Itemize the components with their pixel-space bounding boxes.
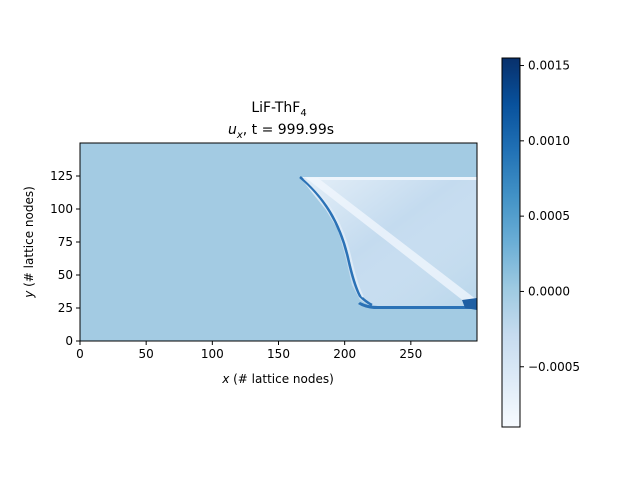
svg-text:ux, t = 999.99s: ux, t = 999.99s	[228, 122, 334, 141]
colorbar-ticks: −0.0005 0.0000 0.0005 0.0010 0.0015	[520, 59, 580, 374]
heatmap-bottom-edge	[358, 302, 477, 309]
x-axis: 0 50 100 150 200 250	[76, 341, 422, 361]
colorbar-tick-label: 0.0000	[528, 284, 570, 298]
y-axis-label-var: y	[22, 290, 36, 299]
x-axis-label: x (# lattice nodes)	[221, 372, 334, 386]
x-tick-label: 100	[201, 347, 224, 361]
y-tick-label: 25	[58, 301, 73, 315]
y-axis-label: y (# lattice nodes)	[22, 186, 36, 299]
x-tick-label: 50	[139, 347, 154, 361]
y-axis-label-text: (# lattice nodes)	[22, 186, 36, 290]
y-tick-label: 75	[58, 235, 73, 249]
chart-title: LiF-ThF4 ux, t = 999.99s	[228, 100, 334, 141]
title-line2-variable-subscript: x	[236, 130, 243, 141]
colorbar: −0.0005 0.0000 0.0005 0.0010 0.0015	[501, 57, 580, 428]
x-axis-label-var: x	[221, 372, 230, 386]
title-line1-main: LiF-ThF	[251, 100, 300, 116]
heatmap-corner-spot	[462, 298, 477, 310]
title-line1-subscript: 4	[300, 108, 306, 119]
colorbar-tick-label: 0.0005	[528, 209, 570, 223]
heatmap-top-edge	[300, 177, 477, 180]
heatmap-left-front	[299, 176, 373, 307]
x-tick-label: 0	[76, 347, 84, 361]
y-axis: 0 25 50 75 100 125	[50, 169, 80, 348]
y-tick-label: 50	[58, 268, 73, 282]
y-tick-label: 0	[65, 334, 73, 348]
colorbar-tick-label: 0.0010	[528, 134, 570, 148]
colorbar-gradient	[501, 57, 521, 428]
title-line2-variable: u	[228, 122, 237, 138]
x-axis-label-text: (# lattice nodes)	[229, 372, 333, 386]
x-tick-label: 250	[399, 347, 422, 361]
heatmap-diagonal-streak	[306, 178, 477, 306]
x-tick-label: 200	[333, 347, 356, 361]
svg-text:LiF-ThF4: LiF-ThF4	[251, 100, 306, 119]
colorbar-tick-label: −0.0005	[528, 360, 580, 374]
x-tick-label: 150	[267, 347, 290, 361]
y-tick-label: 125	[50, 169, 73, 183]
colorbar-tick-label: 0.0015	[528, 59, 570, 73]
y-tick-label: 100	[50, 202, 73, 216]
title-line2-rest: , t = 999.99s	[243, 122, 334, 138]
heatmap-plot	[80, 143, 477, 341]
heatmap-left-front-halo	[303, 177, 364, 298]
